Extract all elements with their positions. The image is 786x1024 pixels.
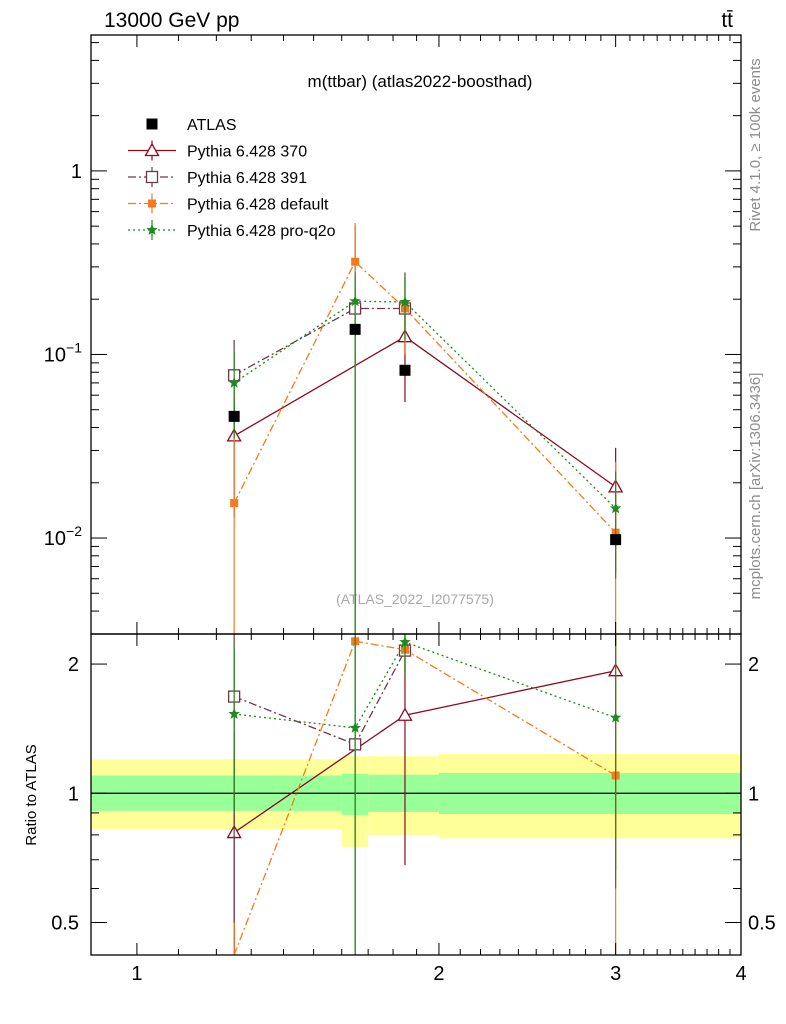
ratio-axes: 1 2 3 4 0.5 0.5 1 1 2 2	[51, 633, 776, 985]
atlas-point	[399, 364, 411, 376]
legend-label: Pythia 6.428 391	[187, 170, 307, 187]
legend-marker	[146, 224, 158, 235]
x-tick-label: 3	[610, 963, 621, 985]
header-left: 13000 GeV pp	[104, 9, 239, 32]
rivet-label: Rivet 4.1.0, ≥ 100k events	[747, 58, 764, 231]
main-data-layer	[226, 223, 624, 634]
ratio-plot-panel: 1 2 3 4 0.5 0.5 1 1 2 2 Ratio to ATLAS	[23, 633, 776, 985]
series-0	[226, 301, 624, 573]
series-point	[351, 257, 360, 266]
ratio-y-tick-label-right: 1	[748, 783, 759, 805]
legend-marker	[145, 170, 159, 184]
legend-entry-1: Pythia 6.428 370	[128, 140, 307, 161]
series-line	[233, 260, 617, 534]
legend-entry-2: Pythia 6.428 391	[128, 167, 307, 187]
legend-label: Pythia 6.428 default	[187, 197, 329, 214]
series-line	[233, 307, 405, 376]
ratio-line	[233, 650, 406, 746]
atlas-point	[349, 323, 361, 335]
legend-marker	[146, 118, 158, 130]
series-line	[233, 335, 617, 488]
series-point	[349, 295, 361, 307]
atlas-point	[228, 410, 240, 422]
ratio-point	[397, 707, 413, 721]
ratio-point	[349, 721, 361, 733]
y-tick-label: 1	[71, 161, 82, 183]
series-point	[609, 502, 622, 514]
x-tick-label: 2	[433, 963, 444, 985]
ratio-y-tick-label-right: 2	[748, 654, 759, 676]
ratio-frame	[90, 633, 742, 956]
ratio-y-tick-label: 0.5	[51, 912, 79, 934]
ratio-y-tick-label-right: 0.5	[748, 912, 776, 934]
series-line	[233, 300, 617, 509]
ratio-ylabel: Ratio to ATLAS	[23, 744, 40, 845]
analysis-watermark: (ATLAS_2022_I2077575)	[336, 591, 494, 607]
series-point	[230, 499, 239, 508]
ratio-y-tick-label: 2	[68, 654, 79, 676]
atlas-data	[228, 323, 622, 546]
y-tick-label: 10−2	[44, 523, 82, 550]
header-right: tt̄	[721, 9, 733, 32]
x-tick-label: 1	[131, 963, 142, 985]
legend-marker	[144, 142, 160, 157]
legend: ATLAS Pythia 6.428 370 Pythia 6.428 391 Pyt…	[128, 117, 336, 240]
y-tick-label: 10−1	[44, 339, 82, 366]
series-3	[228, 272, 622, 634]
x-tick-label: 4	[735, 963, 746, 985]
ratio-point	[609, 711, 622, 723]
ratio-data-layer	[91, 634, 741, 956]
legend-label: Pythia 6.428 370	[187, 144, 307, 161]
legend-label: ATLAS	[187, 117, 237, 134]
series-2	[230, 223, 620, 634]
series-point	[399, 296, 411, 307]
legend-marker	[148, 199, 156, 208]
ratio-point	[399, 636, 411, 647]
ratio-series-3	[228, 634, 622, 955]
mcplots-label: mcplots.cern.ch [arXiv:1306.3436]	[747, 373, 764, 600]
legend-label: Pythia 6.428 pro-q2o	[187, 223, 336, 240]
ratio-point	[228, 708, 240, 719]
legend-entry-4: Pythia 6.428 pro-q2o	[128, 220, 336, 240]
ratio-line	[234, 641, 616, 729]
main-plot-panel: m(ttbar) (atlas2022-boosthad) (ATLAS_202…	[44, 34, 742, 635]
legend-entry-3: Pythia 6.428 default	[128, 193, 329, 214]
chart-title: m(ttbar) (atlas2022-boosthad)	[308, 72, 533, 91]
series-point	[228, 376, 240, 388]
legend-entry-0: ATLAS	[146, 117, 237, 134]
atlas-point	[610, 534, 622, 546]
ratio-y-tick-label: 1	[68, 783, 79, 805]
